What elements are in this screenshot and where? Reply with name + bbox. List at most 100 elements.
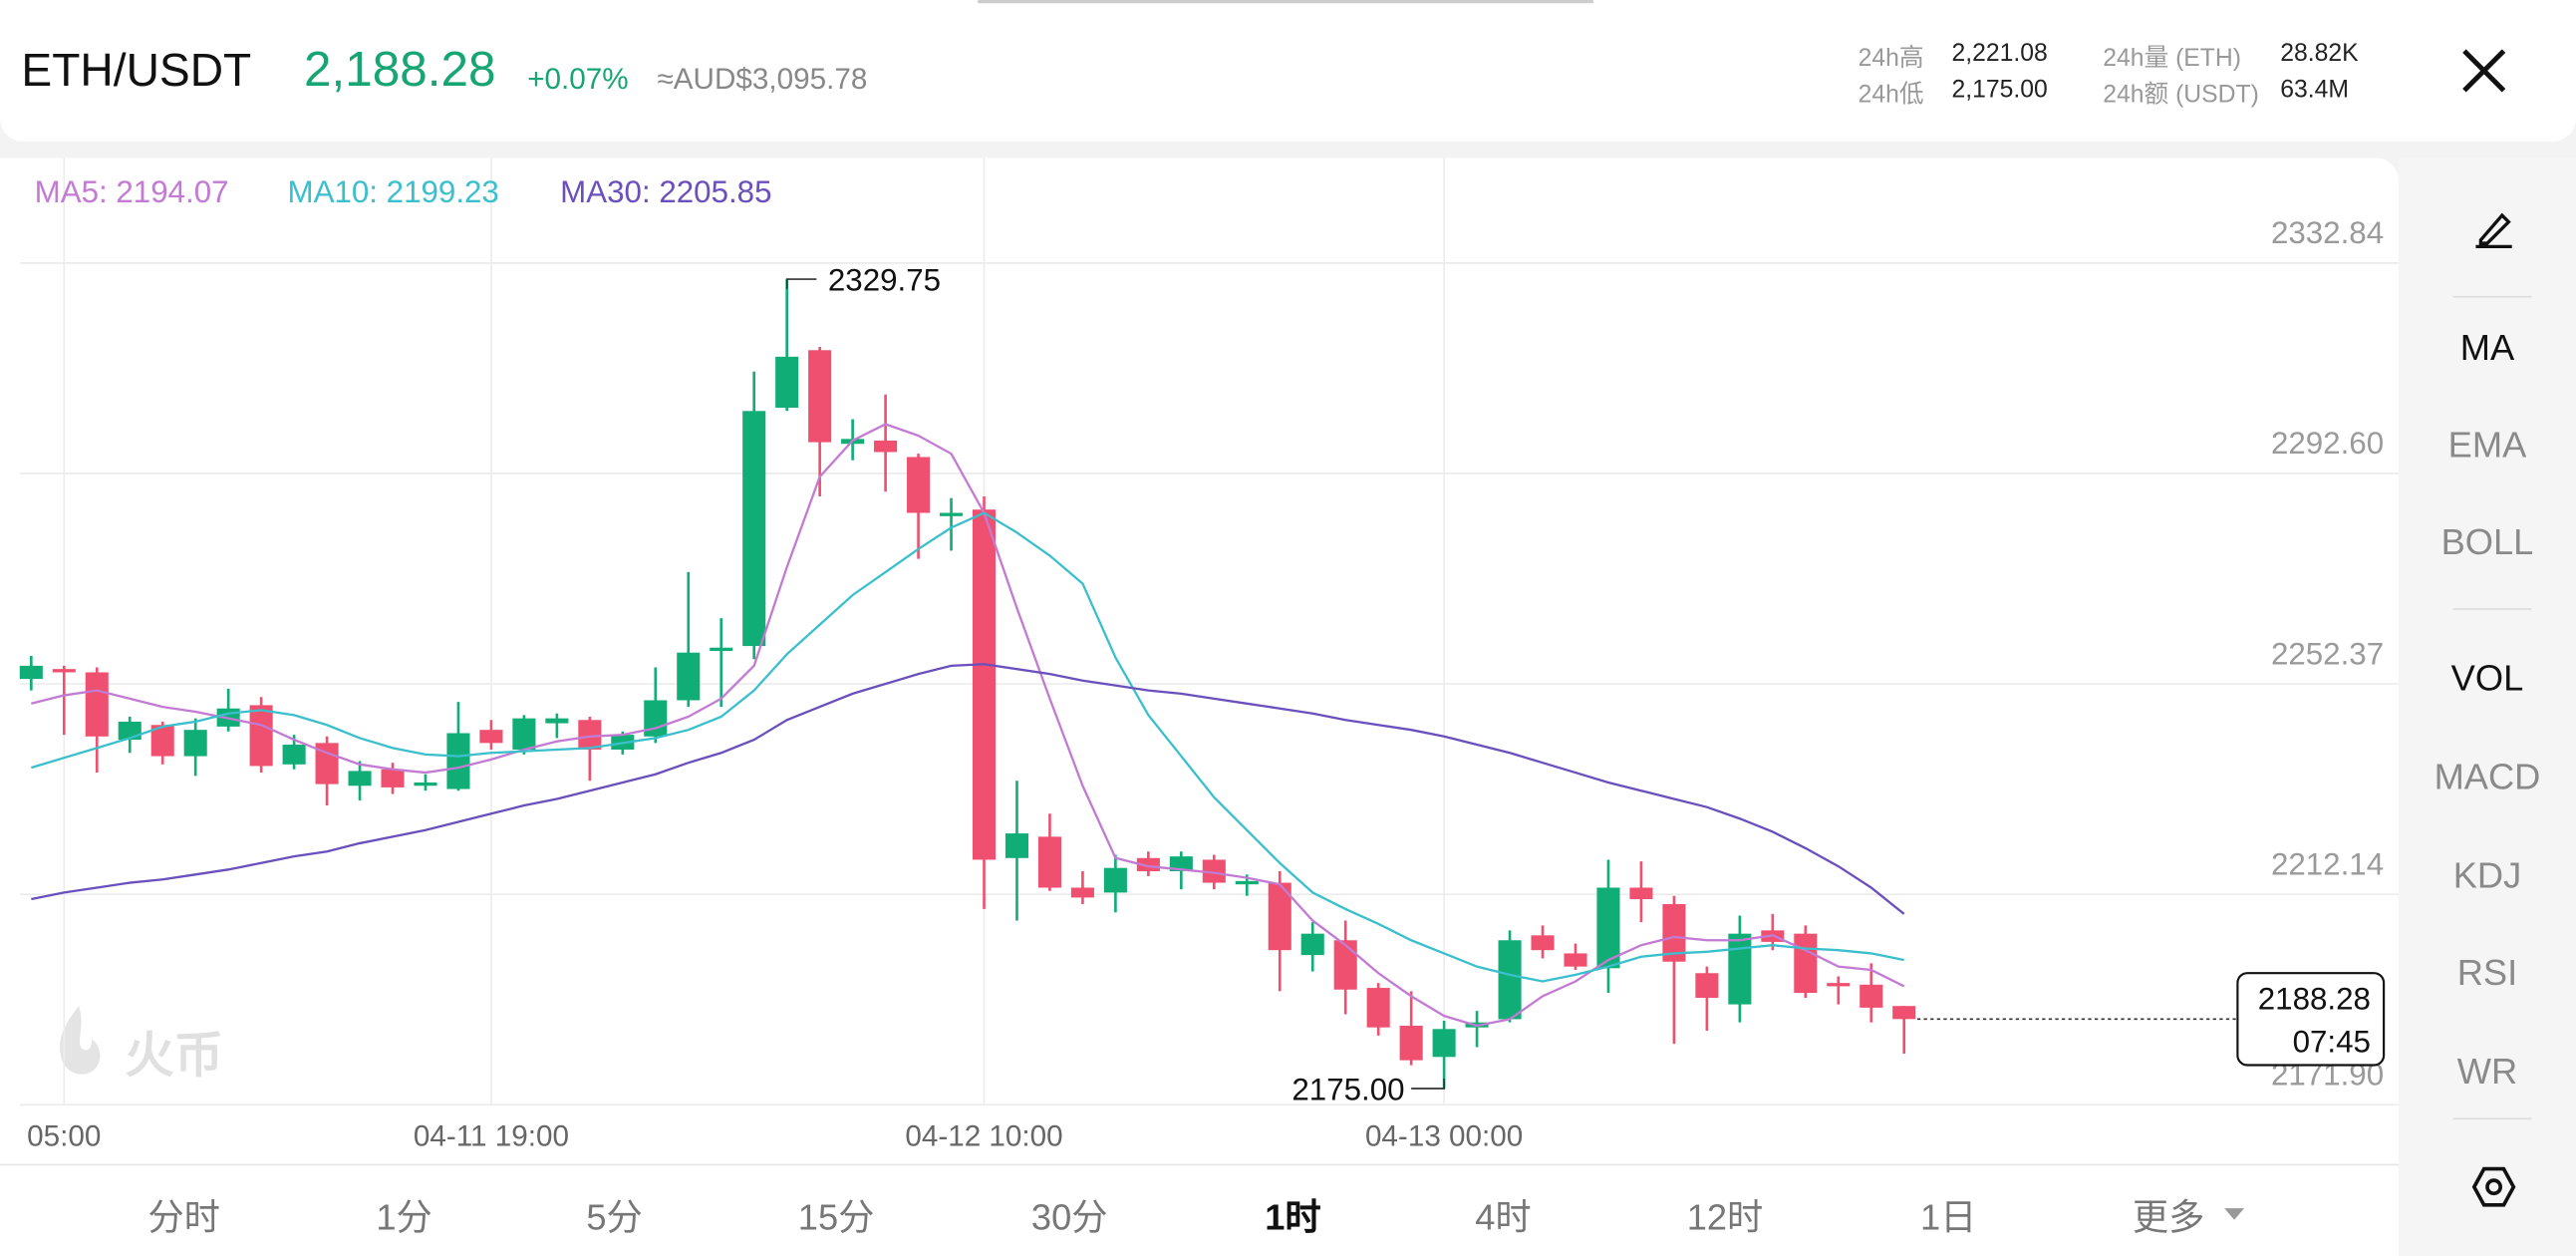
indicator-item[interactable]: EMA	[2447, 424, 2527, 466]
close-icon	[2462, 49, 2506, 93]
candle-body	[1070, 887, 1094, 898]
stat-label: 24h高	[1858, 44, 1924, 73]
arrow	[2224, 1208, 2244, 1220]
candle-body	[742, 411, 766, 647]
candle-body	[1235, 880, 1259, 885]
candle-body	[282, 745, 306, 765]
candle-body	[1860, 984, 1883, 1008]
chart: 火币 2171.902212.142252.372292.602332.8405:…	[19, 157, 2399, 1152]
x-tick-label: 04-11 19:00	[414, 1119, 569, 1152]
indicator-item[interactable]: VOL	[2450, 657, 2524, 699]
chart-panel	[0, 157, 2399, 1164]
draw-tool-icon[interactable]	[2470, 204, 2516, 250]
indicator-item[interactable]: KDJ	[2452, 854, 2522, 896]
low-pointer	[1411, 1079, 1445, 1090]
change: +0.07%	[527, 62, 629, 96]
candle-body	[1300, 933, 1324, 956]
hexagon	[2471, 1166, 2516, 1207]
settings-icon[interactable]	[2470, 1164, 2516, 1210]
candle-body	[1892, 1006, 1916, 1020]
candle-body	[907, 457, 931, 513]
interval-tab[interactable]: 15分	[797, 1196, 875, 1238]
indicator-item[interactable]: MA	[2459, 327, 2515, 369]
indicator-item[interactable]: BOLL	[2440, 520, 2534, 563]
x-tick-label: 04-13 00:00	[1365, 1119, 1523, 1152]
interval-tab[interactable]: 12时	[1686, 1196, 1764, 1238]
interval-tab[interactable]: 分时	[147, 1196, 220, 1238]
candle-body	[1596, 887, 1620, 969]
y-tick-label: 2292.60	[2271, 426, 2384, 461]
last-price: 2188.28	[2258, 981, 2371, 1016]
interval-tab[interactable]: 1分	[376, 1196, 432, 1238]
price: 2,188.28	[303, 42, 496, 98]
indicator-item[interactable]: MACD	[2433, 756, 2541, 797]
interval-tab[interactable]: 1时	[1265, 1196, 1321, 1238]
candle-body	[512, 718, 536, 750]
drag-handle[interactable]	[977, 0, 1594, 4]
stat-label: 24h低	[1858, 80, 1924, 109]
interval-tab[interactable]: 30分	[1030, 1196, 1108, 1238]
legend-entry: MA10: 2199.23	[288, 174, 499, 209]
candle-body	[1662, 904, 1686, 962]
ma-line	[31, 423, 1905, 1028]
x-tick-label: 04-12 10:00	[905, 1119, 1062, 1152]
candle-body	[1366, 988, 1390, 1028]
candle-body	[1333, 940, 1357, 990]
candle-body	[1103, 867, 1127, 893]
stat-label: 24h量 (ETH)	[2103, 44, 2241, 73]
separator	[2452, 295, 2532, 298]
pair[interactable]: ETH/USDT	[21, 44, 252, 96]
interval-tabs: 分时 1分 5分 15分 30分 1时 4时 12时 1日 更多	[0, 1163, 2399, 1256]
close-button[interactable]	[2459, 46, 2508, 95]
last-price-box	[2236, 972, 2386, 1067]
candle-body	[1432, 1029, 1456, 1058]
dropdown-arrow	[2224, 1208, 2244, 1220]
interval-tab[interactable]: 4时	[1475, 1196, 1532, 1238]
indicator-menu: MA EMA BOLL VOL MACD KDJ RSI WR	[2398, 157, 2576, 1256]
indicator-item[interactable]: RSI	[2456, 951, 2518, 994]
candle-body	[710, 647, 733, 652]
candle-body	[150, 725, 174, 757]
candle-body	[315, 743, 339, 785]
candle-body	[578, 720, 602, 750]
interval-tab[interactable]: 更多	[2132, 1196, 2205, 1238]
indicator-item[interactable]: WR	[2456, 1050, 2518, 1093]
candle-body	[874, 440, 898, 453]
watermark: 火币	[125, 1028, 223, 1083]
candle-body	[1827, 983, 1851, 987]
stat-value: 28.82K	[2280, 39, 2359, 68]
high-pointer	[785, 278, 817, 289]
header: ETH/USDT 2,188.28 +0.07% ≈AUD$3,095.78 2…	[0, 0, 2576, 142]
candle-body	[249, 705, 273, 767]
high-label: 2329.75	[828, 263, 941, 298]
candle-body	[1629, 887, 1653, 900]
candle-body	[1268, 882, 1291, 951]
low-label: 2175.00	[1291, 1073, 1404, 1107]
ma-line	[31, 663, 1905, 915]
candle-body	[808, 350, 832, 443]
candle-body	[52, 669, 76, 673]
candle-body	[545, 718, 569, 724]
ma-line	[30, 511, 1904, 983]
y-tick-label: 2252.37	[2271, 636, 2384, 671]
candle-body	[1169, 856, 1193, 872]
interval-tab[interactable]: 1日	[1920, 1196, 1977, 1238]
candle-body	[1695, 973, 1719, 998]
candle-body	[479, 730, 503, 744]
candle-body	[972, 509, 997, 860]
y-tick-label: 2212.14	[2271, 846, 2384, 881]
candle-body	[446, 733, 470, 789]
candle-body	[1202, 859, 1226, 883]
stat-value: 2,175.00	[1951, 75, 2048, 104]
interval-tab[interactable]: 5分	[586, 1196, 643, 1238]
candle-body	[348, 771, 372, 786]
candle-body	[183, 730, 207, 757]
candle-body	[644, 700, 668, 737]
candle-body	[1564, 953, 1587, 967]
candle-body	[1004, 833, 1029, 858]
circle	[2485, 1178, 2502, 1196]
watermark-icon	[60, 1006, 101, 1075]
stat-label: 24h额 (USDT)	[2103, 80, 2259, 109]
candle-body	[939, 512, 964, 516]
